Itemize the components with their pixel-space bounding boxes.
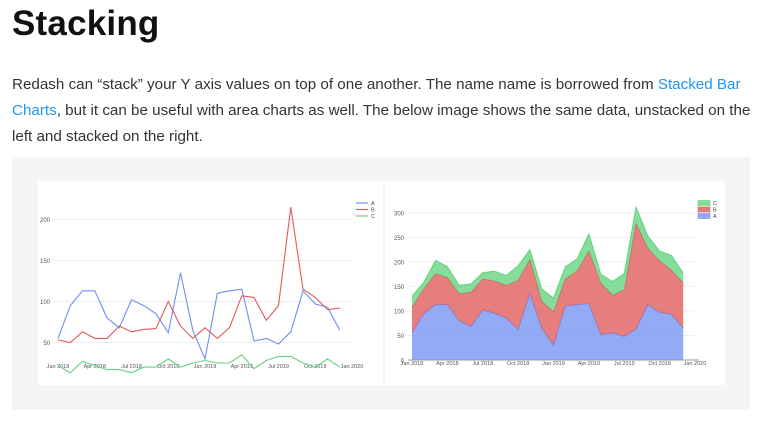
y-tick-label: 300 [394, 211, 405, 217]
y-tick-label: 50 [43, 341, 50, 347]
y-tick-label: 150 [394, 285, 405, 291]
y-tick-label: 0 [401, 359, 405, 365]
x-tick-label: Jan 2020 [341, 364, 364, 370]
series-line-c [57, 354, 341, 374]
paragraph-text-2: , but it can be useful with area charts … [12, 102, 751, 145]
legend-swatch-c [697, 200, 711, 206]
page-title: Stacking [12, 4, 160, 43]
x-tick-label: Apr 2018 [84, 364, 106, 370]
series-area-b [412, 223, 684, 346]
comparison-image: 50 100 150 200 Jan 2018 Apr 2018 Jul 2018 Oct 2… [12, 157, 750, 410]
series-edge-a [411, 292, 684, 347]
x-tick-label: Jan 2018 [47, 364, 70, 370]
legend-label-c: C [713, 201, 717, 207]
series-edge-c [411, 205, 684, 300]
left-chart-panel [38, 181, 383, 385]
y-tick-label: 150 [40, 259, 51, 265]
legend-label-c: C [371, 214, 375, 220]
series-line-a [57, 272, 341, 361]
legend-swatch-b [697, 206, 711, 213]
x-tick-label: Oct 2018 [507, 361, 529, 367]
x-tick-label: Jan 2020 [684, 361, 707, 367]
legend-swatch-a [697, 213, 711, 219]
legend-label-a: A [713, 214, 717, 220]
legend-label-b: B [371, 208, 375, 214]
series-line-b [57, 207, 340, 344]
y-tick-label: 100 [40, 300, 51, 306]
y-tick-label: 200 [394, 260, 405, 266]
x-tick-label: Apr 2019 [578, 361, 600, 367]
legend-label-b: B [713, 208, 717, 214]
y-tick-label: 50 [397, 334, 404, 340]
y-tick-label: 200 [40, 218, 51, 224]
paragraph-text-1: Redash can “stack” your Y axis values on… [12, 76, 658, 93]
x-tick-label: Jul 2019 [268, 364, 289, 370]
x-tick-label: Apr 2019 [231, 364, 253, 370]
stacked-bar-charts-link[interactable]: Stacked Bar Charts [12, 76, 741, 119]
x-tick-label: Jul 2019 [614, 361, 635, 367]
x-tick-label: Oct 2019 [648, 361, 670, 367]
x-tick-label: Jan 2018 [401, 361, 424, 367]
x-tick-label: Oct 2018 [157, 364, 179, 370]
stacked-area-chart: 0 50 100 150 200 250 300 Jan 2018 Apr 2018 Jul 20… [394, 200, 717, 367]
x-tick-label: Jan 2019 [542, 361, 565, 367]
series-area-a [412, 293, 684, 360]
x-tick-label: Jul 2018 [472, 361, 493, 367]
x-tick-label: Jul 2018 [121, 364, 142, 370]
x-tick-label: Jan 2019 [194, 364, 217, 370]
x-tick-label: Apr 2018 [436, 361, 458, 367]
unstacked-line-chart: 50 100 150 200 Jan 2018 Apr 2018 Jul 2018 Oct 2… [40, 201, 375, 374]
chart-figure: 50 100 150 200 Jan 2018 Apr 2018 Jul 2018 Oct 2… [38, 181, 725, 385]
series-area-c [412, 207, 684, 312]
y-tick-label: 100 [394, 309, 405, 315]
legend-label-a: A [371, 201, 375, 207]
intro-paragraph: Redash can “stack” your Y axis values on… [12, 72, 752, 150]
y-tick-label: 250 [394, 236, 405, 242]
